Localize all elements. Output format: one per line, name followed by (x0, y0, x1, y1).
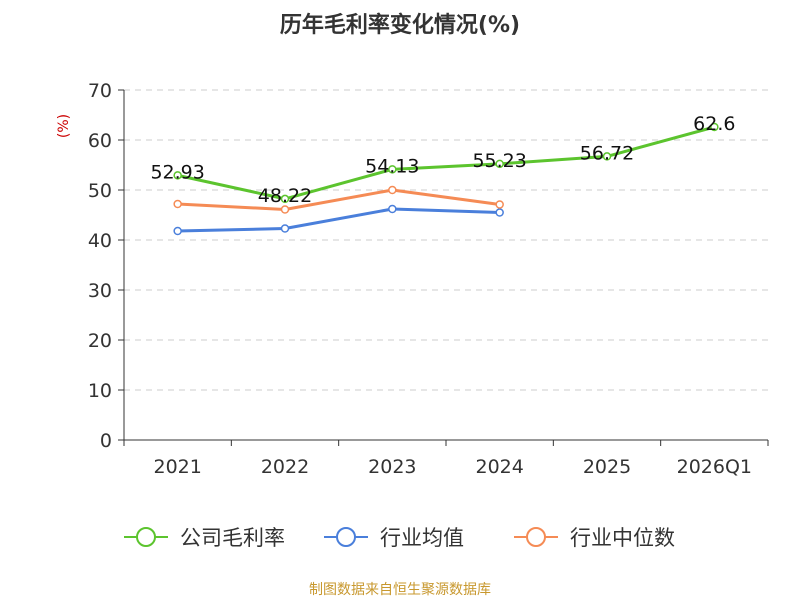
x-tick-label: 2024 (475, 456, 523, 478)
series-line (177, 207, 500, 233)
x-tick-label: 2021 (153, 456, 201, 478)
legend-marker[interactable] (136, 527, 156, 547)
data-label: 55.23 (472, 150, 526, 172)
legend-label[interactable]: 行业中位数 (570, 526, 675, 550)
data-point[interactable] (280, 224, 290, 233)
y-tick-label: 60 (88, 130, 112, 152)
series-line (177, 125, 715, 201)
series-group (173, 122, 719, 236)
data-point[interactable] (495, 200, 504, 209)
x-tick-label: 2022 (261, 456, 309, 478)
y-tick-label: 50 (88, 180, 112, 202)
data-point[interactable] (173, 226, 182, 236)
legend-marker[interactable] (336, 527, 356, 547)
data-point[interactable] (280, 194, 290, 204)
source-note: 制图数据来自恒生聚源数据库 (309, 582, 491, 598)
data-point[interactable] (388, 165, 397, 174)
x-tick-label: 2023 (368, 456, 416, 478)
y-tick-label: 30 (88, 280, 112, 302)
series-line (177, 188, 500, 211)
data-label: 48.22 (258, 185, 312, 207)
data-point[interactable] (388, 185, 397, 195)
data-label: 52.93 (150, 161, 204, 183)
data-point[interactable] (388, 204, 397, 214)
data-label: 56.72 (580, 142, 634, 164)
data-point[interactable] (173, 199, 182, 209)
data-point[interactable] (710, 122, 719, 132)
data-point[interactable] (495, 208, 504, 217)
legend-label[interactable]: 公司毛利率 (180, 526, 285, 550)
x-tick-label: 2026Q1 (677, 456, 752, 478)
grid-lines (124, 89, 768, 391)
y-tick-label: 40 (88, 230, 112, 252)
legend[interactable]: 公司毛利率 行业均值 行业中位数 (124, 526, 675, 550)
data-label: 54.13 (365, 155, 419, 177)
data-label: 62.6 (693, 113, 735, 135)
y-tick-label: 10 (88, 380, 112, 402)
data-point[interactable] (173, 171, 182, 180)
data-point[interactable] (602, 152, 612, 161)
y-axis-ticks: 0 10 20 30 40 50 60 70 (88, 80, 124, 452)
x-tick-label: 2025 (583, 456, 631, 478)
x-axis-ticks: 2021 2022 2023 2024 2025 2026Q1 (123, 440, 769, 478)
data-point[interactable] (495, 159, 504, 169)
data-labels: 52.93 48.22 54.13 55.23 56.72 62.6 (150, 113, 735, 207)
axes (123, 90, 768, 441)
legend-marker[interactable] (526, 527, 546, 547)
y-tick-label: 20 (88, 330, 112, 352)
data-point[interactable] (280, 205, 290, 214)
legend-label[interactable]: 行业均值 (380, 526, 464, 550)
y-axis-unit: (%) (56, 114, 72, 138)
y-tick-label: 0 (100, 430, 112, 452)
y-tick-label: 70 (88, 80, 112, 102)
chart-title: 历年毛利率变化情况(%) (280, 12, 520, 38)
